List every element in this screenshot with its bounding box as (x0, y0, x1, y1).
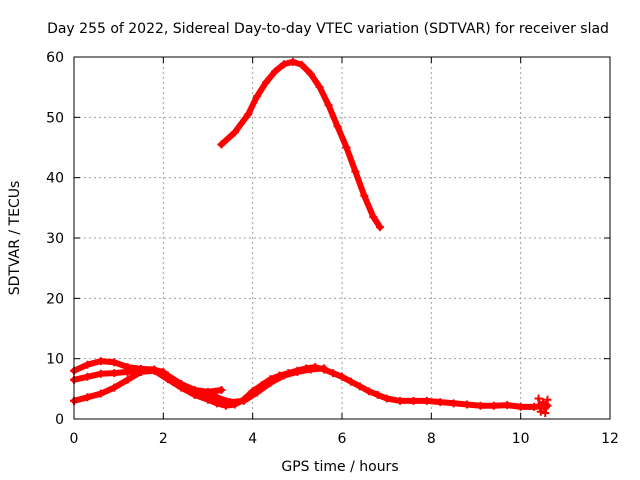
data-point (83, 393, 92, 402)
data-point (320, 364, 329, 373)
series-trace (537, 398, 549, 414)
data-point (172, 378, 181, 387)
data-point (375, 223, 384, 232)
data-point (516, 402, 525, 411)
x-tick-label: 2 (159, 431, 168, 447)
series-low-band-4 (159, 364, 329, 407)
plot-frame (73, 56, 611, 420)
data-point (96, 369, 105, 378)
data-point (96, 357, 105, 366)
data-point (382, 394, 391, 403)
data-point (338, 372, 346, 381)
data-point (333, 122, 342, 131)
y-tick-label: 40 (46, 171, 64, 187)
data-point (293, 367, 302, 376)
data-point (306, 69, 315, 78)
data-point (373, 390, 382, 399)
data-point (476, 401, 485, 410)
y-tick-label: 0 (55, 412, 64, 428)
data-point (253, 388, 262, 397)
data-point (396, 396, 405, 405)
x-tick-label: 8 (427, 431, 436, 447)
data-point (288, 57, 297, 66)
data-point (262, 78, 271, 87)
data-point (83, 372, 92, 381)
data-point (110, 383, 119, 392)
data-point (226, 398, 235, 407)
data-point (159, 370, 168, 379)
data-point (449, 399, 458, 408)
data-point (137, 367, 145, 376)
y-tick-label: 60 (46, 50, 64, 66)
x-tick-label: 10 (512, 431, 530, 447)
data-point (329, 369, 338, 378)
data-point (279, 371, 288, 380)
data-point (489, 401, 498, 410)
data-point (530, 402, 539, 411)
y-tick-label: 10 (46, 352, 64, 368)
data-point (110, 369, 119, 378)
data-point (244, 110, 253, 119)
x-tick-label: 12 (601, 431, 619, 447)
series-trace (218, 58, 383, 231)
data-point (266, 378, 275, 387)
data-point (83, 360, 92, 369)
data-point (150, 366, 159, 375)
data-series (70, 57, 552, 417)
data-point (463, 400, 472, 409)
y-tick-label: 50 (46, 110, 64, 126)
data-point (199, 389, 208, 398)
data-point (239, 396, 248, 405)
data-point (279, 60, 288, 69)
data-point (297, 60, 306, 69)
x-axis-label: GPS time / hours (281, 459, 398, 475)
data-point (217, 140, 226, 149)
data-point (342, 143, 351, 152)
data-point (123, 375, 132, 384)
data-point (315, 83, 324, 92)
chart-title: Day 255 of 2022, Sidereal Day-to-day VTE… (47, 21, 609, 37)
data-point (346, 377, 355, 386)
data-point (253, 92, 262, 101)
x-tick-label: 4 (248, 431, 257, 447)
data-point (436, 398, 445, 407)
data-point (217, 386, 226, 395)
data-point (355, 382, 364, 391)
data-point (96, 389, 105, 398)
grid (74, 57, 610, 419)
series-tail-spread (534, 394, 552, 417)
data-point (324, 101, 333, 110)
y-axis-label: SDTVAR / TECUs (7, 181, 23, 296)
data-point (212, 393, 221, 402)
data-point (503, 401, 512, 410)
data-point (422, 396, 431, 405)
data-point (364, 387, 373, 396)
data-point (351, 167, 360, 176)
data-point (230, 128, 239, 137)
data-point (306, 365, 315, 374)
x-tick-label: 0 (70, 431, 79, 447)
series-high-arc (217, 57, 384, 232)
data-point (369, 212, 378, 221)
y-tick-label: 20 (46, 291, 64, 307)
x-tick-label: 6 (338, 431, 347, 447)
data-point (110, 358, 119, 367)
data-point (271, 67, 279, 76)
y-tick-label: 30 (46, 231, 64, 247)
data-point (360, 191, 369, 200)
data-point (186, 384, 195, 393)
data-point (409, 396, 418, 405)
data-point (123, 367, 132, 376)
